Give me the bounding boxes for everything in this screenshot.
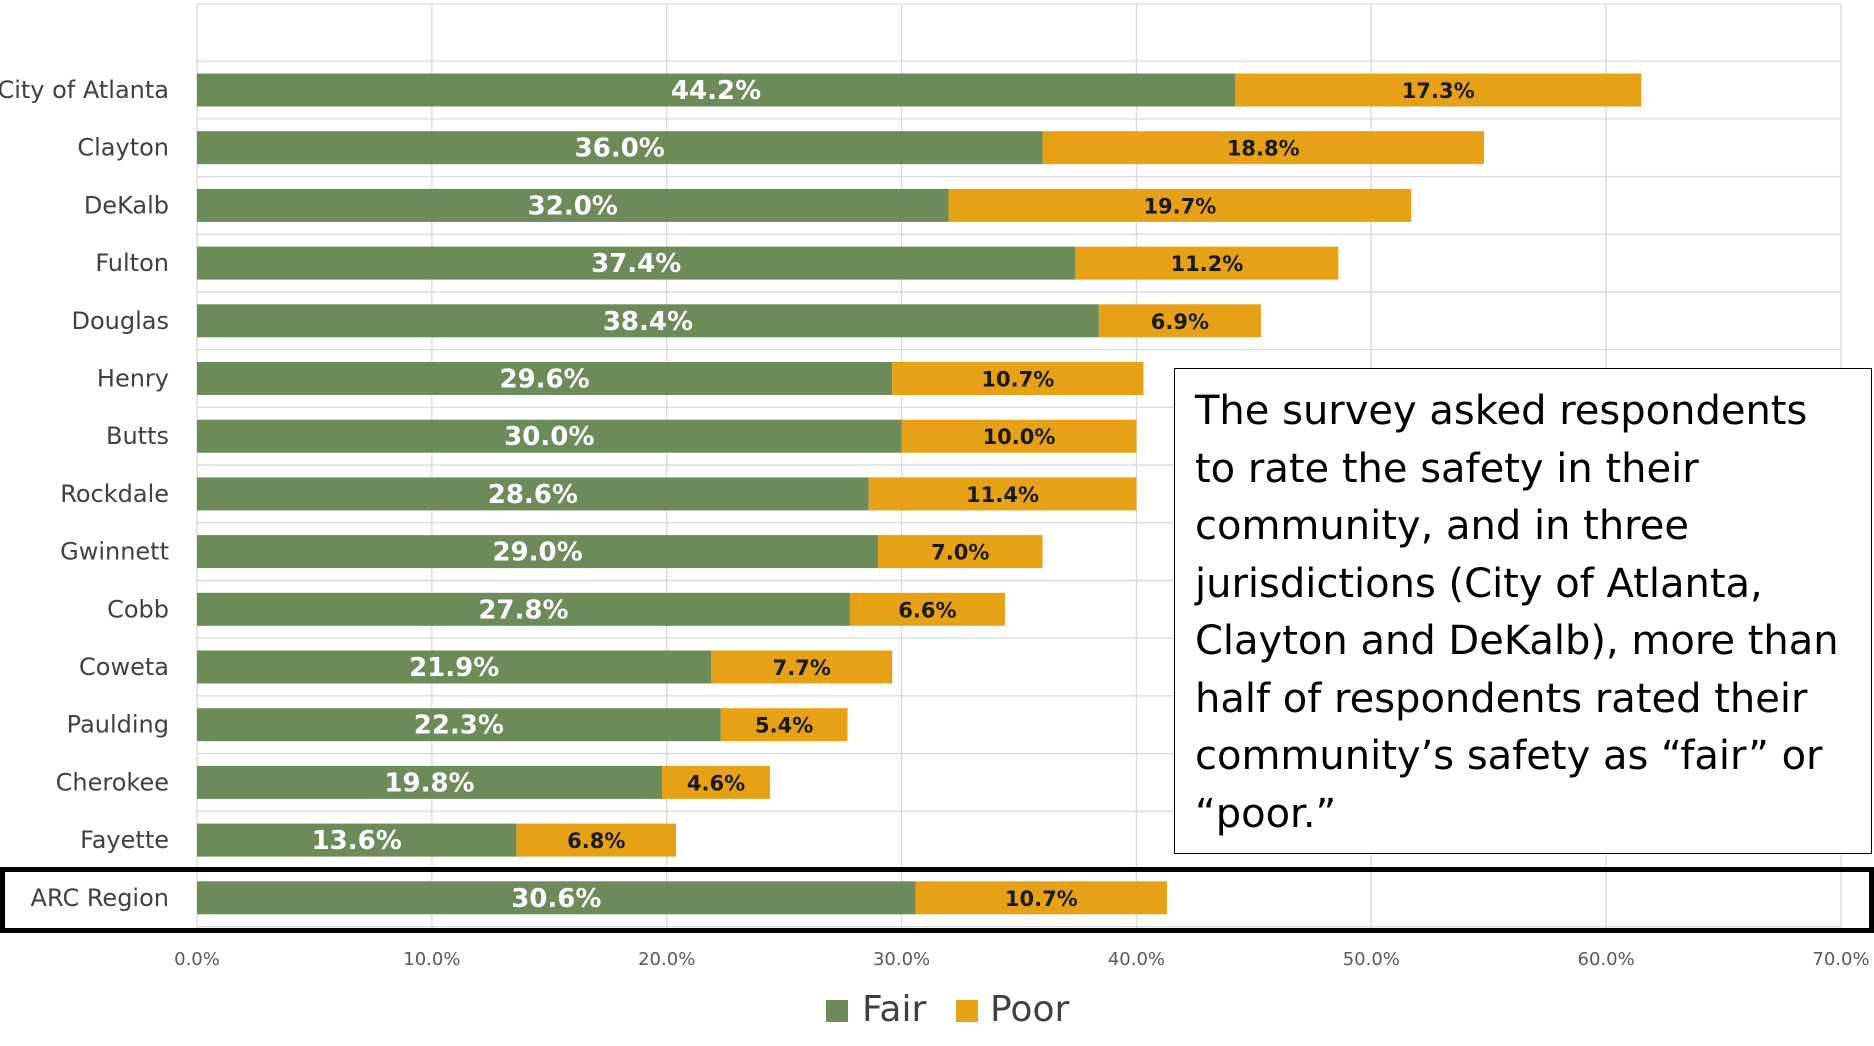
bars	[197, 73, 1642, 915]
fair-data-label: 28.6%	[488, 480, 578, 510]
poor-bar	[1042, 131, 1485, 165]
fair-bar	[197, 650, 712, 684]
poor-data-label: 6.9%	[1151, 310, 1209, 334]
legend-poor-label: Poor	[990, 989, 1069, 1030]
poor-data-label: 6.6%	[898, 598, 956, 622]
poor-bar	[849, 592, 1005, 626]
fair-data-label: 13.6%	[312, 826, 402, 856]
fair-bar	[197, 765, 663, 799]
poor-bar	[1075, 246, 1339, 280]
poor-data-label: 10.7%	[981, 368, 1054, 392]
poor-data-label: 6.8%	[567, 829, 625, 853]
annotation-text: The survey asked respondents to rate the…	[1195, 388, 1839, 837]
poor-bar	[901, 419, 1137, 453]
fair-data-label: 32.0%	[528, 191, 618, 221]
category-label: Butts	[106, 422, 169, 450]
x-tick-label: 10.0%	[403, 949, 460, 970]
fair-data-label: 29.6%	[499, 365, 589, 395]
fair-data-label: 27.8%	[478, 595, 568, 625]
legend: Fair Poor	[826, 989, 1069, 1030]
poor-data-label: 5.4%	[755, 714, 813, 738]
x-tick-label: 20.0%	[638, 949, 695, 970]
poor-bar	[720, 708, 848, 742]
x-tick-label: 40.0%	[1108, 949, 1165, 970]
fair-data-label: 30.0%	[504, 422, 594, 452]
fair-bar	[197, 708, 721, 742]
poor-data-label: 18.8%	[1227, 137, 1300, 161]
x-tick-label: 60.0%	[1578, 949, 1635, 970]
category-label: ARC Region	[31, 884, 169, 912]
poor-data-label: 4.6%	[687, 771, 745, 795]
fair-data-label: 21.9%	[409, 653, 499, 683]
category-label: Clayton	[77, 134, 169, 162]
fair-bar	[197, 881, 916, 915]
category-label: Douglas	[72, 307, 170, 335]
poor-data-label: 10.0%	[983, 425, 1056, 449]
poor-data-label: 11.2%	[1170, 252, 1243, 276]
fair-data-label: 22.3%	[414, 711, 504, 741]
category-label: Cobb	[107, 595, 169, 623]
fair-bar	[197, 246, 1076, 280]
category-label: Gwinnett	[60, 538, 169, 566]
category-label: Paulding	[67, 711, 169, 739]
fair-bar	[197, 477, 869, 511]
category-label: Coweta	[79, 653, 169, 681]
legend-poor-swatch	[956, 1000, 978, 1022]
category-label: City of Atlanta	[0, 76, 169, 104]
labels: 0.0% 10.0% 20.0% 30.0% 40.0% 50.0% 60.0% 70.0% C…	[0, 76, 1870, 970]
poor-bar	[915, 881, 1167, 915]
category-label: Fulton	[95, 249, 169, 277]
poor-bar	[662, 765, 771, 799]
legend-fair-label: Fair	[862, 989, 926, 1030]
fair-data-label: 37.4%	[591, 249, 681, 279]
poor-data-label: 7.0%	[931, 541, 989, 565]
category-label: Fayette	[80, 826, 169, 854]
fair-bar	[197, 304, 1099, 338]
fair-bar	[197, 592, 850, 626]
fair-data-label: 44.2%	[671, 76, 761, 106]
fair-data-label: 19.8%	[384, 768, 474, 798]
category-label: DeKalb	[84, 191, 169, 219]
annotation-box: The survey asked respondents to rate the…	[1174, 368, 1872, 854]
category-label: Rockdale	[60, 480, 169, 508]
poor-bar	[1235, 73, 1642, 107]
legend-fair-swatch	[826, 1000, 848, 1022]
fair-bar	[197, 362, 893, 395]
x-tick-label: 70.0%	[1812, 949, 1869, 970]
fair-data-label: 30.6%	[511, 884, 601, 914]
category-label: Henry	[97, 365, 169, 393]
fair-data-label: 38.4%	[603, 307, 693, 337]
category-label: Cherokee	[56, 768, 169, 796]
fair-data-label: 29.0%	[492, 538, 582, 568]
x-tick-label: 30.0%	[873, 949, 930, 970]
poor-data-label: 11.4%	[966, 483, 1039, 507]
x-tick-label: 0.0%	[174, 949, 220, 970]
fair-bar	[197, 419, 902, 453]
poor-data-label: 10.7%	[1005, 887, 1078, 911]
fair-data-label: 36.0%	[575, 134, 665, 164]
poor-bar	[878, 535, 1043, 569]
fair-bar	[197, 535, 879, 569]
fair-bar	[197, 188, 949, 222]
poor-data-label: 19.7%	[1143, 194, 1216, 218]
poor-bar	[892, 362, 1144, 395]
poor-bar	[711, 650, 893, 684]
poor-data-label: 7.7%	[773, 656, 831, 680]
fair-bar	[197, 823, 517, 857]
poor-data-label: 17.3%	[1402, 79, 1475, 103]
poor-bar	[948, 188, 1412, 222]
fair-bar	[197, 73, 1236, 107]
x-tick-label: 50.0%	[1343, 949, 1400, 970]
poor-bar	[1098, 304, 1261, 338]
poor-bar	[868, 477, 1137, 511]
fair-bar	[197, 131, 1043, 165]
poor-bar	[516, 823, 677, 857]
